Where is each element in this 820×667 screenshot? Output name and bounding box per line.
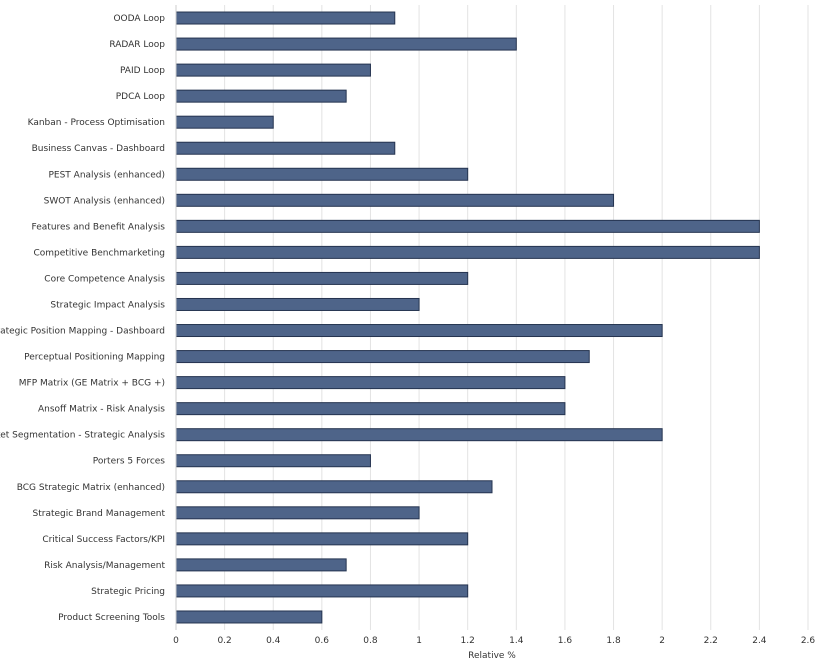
bars [175,11,760,624]
x-tick-label: 0.6 [315,636,330,646]
bar [175,324,663,338]
x-tick-label: 0.4 [266,636,281,646]
category-label: Core Competence Analysis [44,274,165,284]
category-label: Kanban - Process Optimisation [28,118,165,128]
category-label: Market Segmentation - Strategic Analysis [0,431,165,441]
category-labels: OODA Loop RADAR Loop PAID Loop PDCA Loop Kan… [0,14,165,623]
x-tick-label: 1.2 [461,636,475,646]
bar [175,584,469,598]
bar [175,428,663,442]
category-label: RADAR Loop [109,40,165,50]
category-label: Competitive Benchmarketing [33,248,165,258]
x-tick-label: 2.4 [752,636,767,646]
category-label: Product Screening Tools [58,613,165,623]
category-label: PDCA Loop [116,92,166,102]
bar [175,219,760,233]
category-label: Critical Success Factors/KPI [42,535,165,545]
bar [175,89,347,103]
bar [175,37,517,51]
bar [175,115,274,129]
bar [175,454,371,468]
x-tick-label: 2.6 [801,636,816,646]
x-tick-label: 2 [659,636,665,646]
x-tick-label: 0 [173,636,179,646]
bar [175,506,420,520]
category-label: Porters 5 Forces [93,457,166,467]
x-tick-label: 1 [416,636,422,646]
bar [175,11,396,25]
bar [175,63,371,77]
x-tick-label: 0.8 [363,636,378,646]
bar [175,558,347,572]
x-tick-labels: 0 0.2 0.4 0.6 0.8 1 1.2 1.4 1.6 1.8 2 2.2 2.4 2.6 [173,636,815,646]
x-tick-label: 1.6 [558,636,573,646]
x-tick-label: 1.4 [509,636,524,646]
bar [175,402,566,416]
x-tick-label: 1.8 [606,636,621,646]
x-axis-title: Relative % [468,651,516,661]
bar [175,271,469,285]
category-label: Strategic Impact Analysis [50,300,165,310]
category-label: PEST Analysis (enhanced) [48,170,165,180]
category-label: OODA Loop [113,14,165,24]
bar [175,532,469,546]
bar [175,350,590,364]
category-label: SWOT Analysis (enhanced) [44,196,165,206]
gridlines [175,5,809,630]
category-label: Strategic Position Mapping - Dashboard [0,327,165,337]
category-label: Strategic Brand Management [33,509,166,519]
bar [175,376,566,390]
category-label: MFP Matrix (GE Matrix + BCG +) [19,379,165,389]
bar [175,610,323,624]
bar [175,297,420,311]
bar [175,141,396,155]
x-tick-label: 2.2 [704,636,718,646]
category-label: Ansoff Matrix - Risk Analysis [38,405,165,415]
category-label: Features and Benefit Analysis [32,222,166,232]
bar [175,245,760,259]
category-label: Perceptual Positioning Mapping [24,353,165,363]
bar [175,193,615,207]
bar [175,167,469,181]
category-label: Risk Analysis/Management [44,561,165,571]
bar [175,480,493,494]
x-tick-label: 0.2 [217,636,231,646]
category-label: Business Canvas - Dashboard [32,144,165,154]
category-label: Strategic Pricing [91,587,165,597]
category-label: PAID Loop [120,66,165,76]
category-label: BCG Strategic Matrix (enhanced) [17,483,165,493]
